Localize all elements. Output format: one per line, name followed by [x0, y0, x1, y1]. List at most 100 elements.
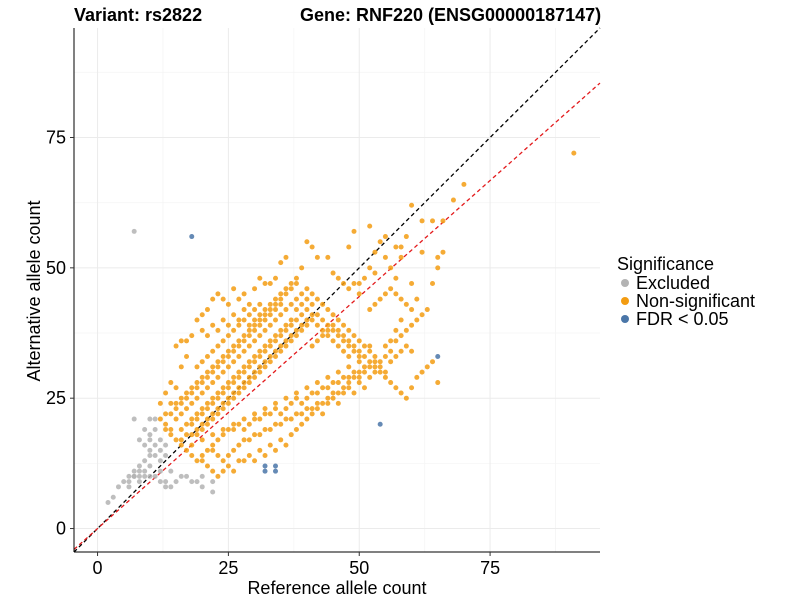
point-non-significant: [367, 348, 373, 354]
point-non-significant: [215, 453, 221, 459]
point-non-significant: [283, 291, 289, 297]
point-non-significant: [372, 359, 378, 365]
point-non-significant: [309, 411, 315, 417]
point-non-significant: [204, 385, 210, 391]
point-non-significant: [236, 369, 242, 375]
point-non-significant: [351, 374, 357, 380]
point-non-significant: [246, 453, 252, 459]
point-non-significant: [414, 317, 420, 323]
point-non-significant: [372, 353, 378, 359]
point-excluded: [152, 473, 158, 479]
point-non-significant: [220, 400, 226, 406]
point-non-significant: [210, 432, 216, 438]
point-non-significant: [252, 317, 258, 323]
point-non-significant: [367, 343, 373, 349]
point-non-significant: [210, 348, 216, 354]
point-non-significant: [273, 296, 279, 302]
point-non-significant: [283, 416, 289, 422]
point-non-significant: [283, 442, 289, 448]
point-excluded: [131, 473, 137, 479]
point-fdr-0-05: [273, 468, 279, 474]
point-non-significant: [246, 301, 252, 307]
point-non-significant: [273, 307, 279, 313]
x-tick-label: 0: [93, 558, 103, 578]
reference-line-fit: [73, 82, 601, 550]
point-non-significant: [210, 395, 216, 401]
point-non-significant: [236, 296, 242, 302]
point-non-significant: [246, 327, 252, 333]
point-non-significant: [450, 197, 456, 203]
point-non-significant: [314, 296, 320, 302]
point-non-significant: [293, 411, 299, 417]
point-excluded: [147, 463, 153, 469]
point-non-significant: [273, 301, 279, 307]
point-non-significant: [299, 411, 305, 417]
point-non-significant: [304, 406, 310, 412]
point-non-significant: [241, 317, 247, 323]
point-non-significant: [299, 421, 305, 427]
point-non-significant: [189, 432, 195, 438]
point-non-significant: [351, 369, 357, 375]
point-non-significant: [346, 380, 352, 386]
point-non-significant: [293, 395, 299, 401]
point-non-significant: [361, 369, 367, 375]
point-non-significant: [204, 374, 210, 380]
point-non-significant: [314, 400, 320, 406]
point-excluded: [173, 479, 179, 485]
point-non-significant: [293, 296, 299, 302]
point-excluded: [136, 468, 142, 474]
y-tick-label: 0: [56, 519, 66, 539]
point-non-significant: [257, 317, 263, 323]
point-non-significant: [283, 307, 289, 313]
point-excluded: [168, 484, 174, 490]
point-non-significant: [382, 353, 388, 359]
point-non-significant: [204, 400, 210, 406]
point-non-significant: [257, 275, 263, 281]
point-non-significant: [325, 254, 331, 260]
point-non-significant: [236, 421, 242, 427]
x-axis-ticks: 0 25 50 75: [93, 552, 500, 578]
point-non-significant: [231, 374, 237, 380]
point-non-significant: [257, 447, 263, 453]
point-non-significant: [220, 369, 226, 375]
point-non-significant: [204, 406, 210, 412]
point-non-significant: [435, 265, 441, 271]
point-fdr-0-05: [262, 468, 268, 474]
point-non-significant: [220, 385, 226, 391]
point-non-significant: [278, 437, 284, 443]
point-excluded: [147, 437, 153, 443]
point-non-significant: [199, 421, 205, 427]
point-non-significant: [262, 364, 268, 370]
point-non-significant: [267, 426, 273, 432]
point-excluded: [178, 473, 184, 479]
point-non-significant: [199, 426, 205, 432]
point-excluded: [163, 484, 169, 490]
point-non-significant: [178, 411, 184, 417]
point-non-significant: [367, 223, 373, 229]
point-non-significant: [241, 437, 247, 443]
point-non-significant: [330, 395, 336, 401]
point-excluded: [147, 416, 153, 422]
minor-gridlines: [74, 28, 600, 552]
point-excluded: [105, 499, 111, 505]
point-non-significant: [325, 307, 331, 313]
point-excluded: [147, 453, 153, 459]
point-non-significant: [372, 270, 378, 276]
point-non-significant: [304, 416, 310, 422]
point-non-significant: [215, 327, 221, 333]
point-fdr-0-05: [262, 463, 268, 469]
point-non-significant: [199, 458, 205, 464]
point-non-significant: [231, 468, 237, 474]
point-excluded: [142, 426, 148, 432]
point-non-significant: [267, 338, 273, 344]
point-non-significant: [225, 380, 231, 386]
point-non-significant: [178, 437, 184, 443]
point-non-significant: [220, 468, 226, 474]
point-non-significant: [304, 385, 310, 391]
point-non-significant: [257, 322, 263, 328]
point-non-significant: [252, 374, 258, 380]
point-non-significant: [414, 374, 420, 380]
point-excluded: [152, 453, 158, 459]
point-non-significant: [215, 437, 221, 443]
point-non-significant: [278, 327, 284, 333]
